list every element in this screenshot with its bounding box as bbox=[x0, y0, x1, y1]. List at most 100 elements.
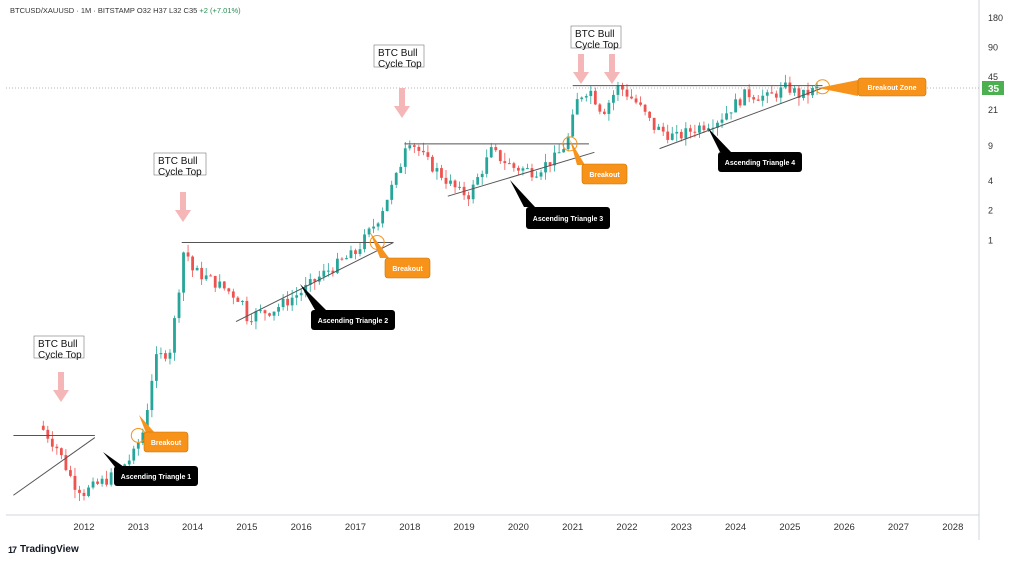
candle-body bbox=[277, 307, 280, 312]
candle-body bbox=[200, 267, 204, 280]
candle-body bbox=[363, 234, 366, 250]
candle-body bbox=[218, 281, 222, 288]
candle-body bbox=[783, 82, 787, 88]
candle-body bbox=[69, 470, 72, 476]
candle-body bbox=[73, 475, 77, 490]
candle-body bbox=[815, 86, 819, 89]
triangle-pointer-1 bbox=[103, 452, 124, 467]
candle-body bbox=[59, 448, 63, 456]
x-tick-label: 2023 bbox=[671, 522, 692, 533]
y-tick-label: 21 bbox=[988, 105, 998, 115]
candle-body bbox=[290, 297, 294, 306]
candle-body bbox=[489, 147, 493, 158]
candle-body bbox=[602, 111, 606, 114]
candle-body bbox=[648, 111, 652, 118]
candle-body bbox=[204, 275, 208, 280]
candle-body bbox=[657, 126, 661, 130]
candle-body bbox=[761, 95, 765, 101]
candle-body bbox=[159, 353, 163, 355]
candle-body bbox=[553, 152, 556, 166]
candle-body bbox=[476, 177, 480, 185]
candle-body bbox=[738, 99, 742, 106]
cycle-top-note-3-label: BTC Bull bbox=[378, 48, 417, 59]
candle-body bbox=[236, 297, 240, 302]
x-tick-label: 2022 bbox=[616, 522, 637, 533]
triangle-pointer-4 bbox=[708, 128, 731, 152]
support-trendline-3 bbox=[447, 151, 595, 197]
candle-body bbox=[716, 122, 719, 128]
candle-body bbox=[557, 152, 561, 154]
triangle-note-3-label: Ascending Triangle 3 bbox=[533, 216, 604, 223]
candle-body bbox=[354, 250, 357, 254]
candle-body bbox=[598, 104, 602, 112]
candle-body bbox=[517, 167, 520, 171]
candle-body bbox=[105, 478, 109, 485]
triangle-note-2-box bbox=[311, 310, 395, 330]
brand-name: TradingView bbox=[20, 544, 79, 555]
triangle-note-3-box bbox=[526, 207, 610, 229]
candle-body bbox=[240, 300, 244, 302]
breakout-pointer-2 bbox=[370, 232, 389, 258]
candle-body bbox=[336, 258, 339, 273]
candle-body bbox=[91, 481, 95, 488]
triangle-note-4-label: Ascending Triangle 4 bbox=[725, 160, 796, 167]
candle-body bbox=[408, 145, 412, 149]
candle-body bbox=[299, 292, 303, 296]
breakout-note-1-box bbox=[143, 431, 189, 453]
breakout-note-3-box bbox=[581, 163, 628, 185]
candle-body bbox=[358, 249, 362, 254]
candle-body bbox=[286, 298, 290, 306]
cycle-top-note-1-box bbox=[33, 335, 85, 359]
candle-body bbox=[46, 429, 50, 439]
candle-body bbox=[661, 126, 665, 132]
candle-body bbox=[417, 146, 421, 151]
cycle-top-note-4-label: Cycle Top bbox=[575, 40, 619, 51]
x-tick-label: 2014 bbox=[182, 522, 203, 533]
breakout-circle bbox=[562, 136, 578, 152]
y-tick-label: 4 bbox=[988, 176, 993, 186]
candle-body bbox=[453, 180, 457, 188]
candle-body bbox=[562, 149, 566, 153]
breakout-zone-pointer bbox=[818, 80, 858, 96]
candle-body bbox=[765, 92, 769, 96]
candle-body bbox=[467, 195, 471, 200]
candle-body bbox=[752, 97, 756, 100]
breakout-note-1-label: Breakout bbox=[151, 440, 182, 447]
candle-body bbox=[521, 168, 525, 171]
candle-body bbox=[259, 310, 262, 312]
candle-body bbox=[155, 354, 158, 381]
candle-body bbox=[498, 150, 502, 162]
change-value: +2 (+7.01%) bbox=[199, 6, 241, 15]
triangle-pointer-3 bbox=[510, 180, 535, 207]
candle-body bbox=[195, 267, 199, 271]
cycle-top-note-3-box bbox=[373, 44, 425, 68]
triangle-note-1-box bbox=[114, 466, 198, 486]
candle-body bbox=[580, 97, 584, 100]
candle-body bbox=[222, 281, 226, 289]
candle-body bbox=[607, 102, 611, 114]
cycle-top-note-2-label: Cycle Top bbox=[158, 167, 202, 178]
candle-body bbox=[50, 438, 54, 447]
breakout-pointer-3 bbox=[570, 140, 585, 165]
last-price-label: 35 bbox=[988, 84, 1000, 95]
cycle-top-arrow bbox=[604, 54, 620, 84]
candle-body bbox=[168, 352, 172, 359]
candle-body bbox=[191, 256, 194, 271]
candle-body bbox=[87, 487, 90, 496]
candle-body bbox=[182, 252, 185, 293]
candle-body bbox=[209, 275, 213, 277]
candle-body bbox=[774, 93, 778, 98]
ohlc-values: O32 H37 L32 C35 bbox=[136, 6, 198, 15]
support-trendline-2 bbox=[235, 242, 394, 322]
cycle-top-arrow bbox=[573, 54, 589, 84]
x-tick-label: 2017 bbox=[345, 522, 366, 533]
candle-body bbox=[123, 464, 127, 467]
x-tick-label: 2026 bbox=[834, 522, 855, 533]
candle-body bbox=[431, 156, 434, 172]
candle-body bbox=[471, 184, 475, 200]
x-tick-label: 2018 bbox=[399, 522, 420, 533]
support-trendline-1 bbox=[13, 437, 96, 496]
cycle-top-note-3-label: Cycle Top bbox=[378, 59, 422, 70]
